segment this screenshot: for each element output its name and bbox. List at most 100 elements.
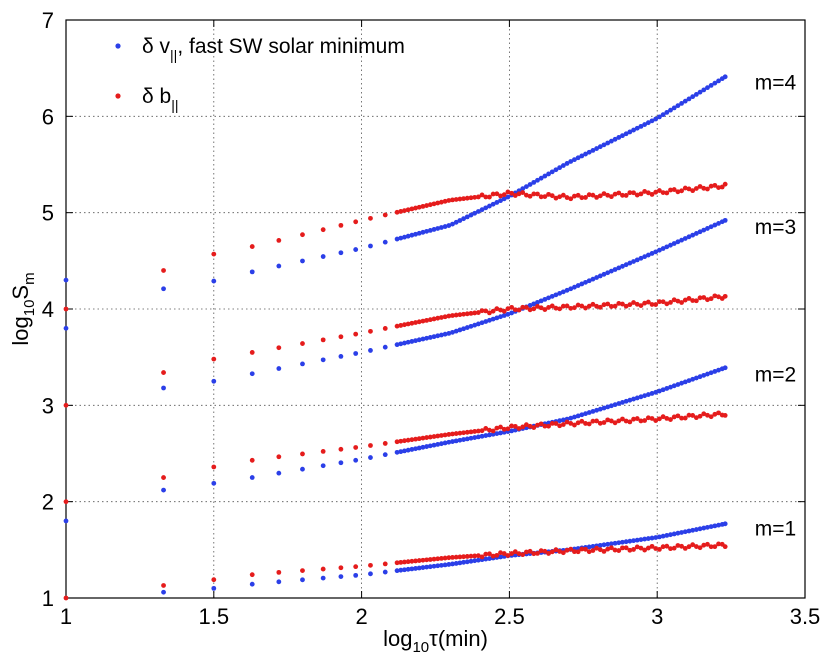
- data-point: [597, 406, 603, 412]
- data-point: [211, 464, 217, 470]
- data-point: [487, 310, 492, 316]
- data-point: [402, 208, 407, 213]
- data-point: [416, 337, 422, 343]
- data-point: [249, 371, 255, 377]
- data-point: [722, 521, 728, 527]
- data-point: [586, 303, 592, 309]
- data-point: [531, 306, 537, 312]
- data-point: [424, 203, 430, 208]
- data-point: [716, 294, 721, 300]
- data-point: [405, 447, 411, 453]
- data-point: [416, 230, 422, 236]
- data-point: [483, 308, 489, 314]
- data-point: [538, 298, 544, 304]
- data-point: [594, 303, 600, 309]
- data-point: [560, 289, 566, 295]
- data-point: [634, 192, 640, 198]
- data-point: [645, 252, 651, 258]
- data-point: [679, 380, 684, 386]
- data-point: [394, 323, 400, 329]
- data-point: [487, 556, 492, 561]
- data-point: [664, 415, 670, 421]
- data-point: [439, 562, 444, 568]
- data-point: [620, 400, 625, 405]
- data-point: [660, 246, 666, 251]
- data-point: [527, 193, 533, 199]
- data-point: [597, 542, 603, 548]
- data-point: [586, 421, 592, 427]
- data-point: [701, 87, 707, 93]
- data-point: [542, 296, 548, 302]
- data-point: [464, 554, 470, 559]
- data-point: [211, 577, 217, 583]
- data-point: [382, 344, 388, 350]
- data-point: [590, 543, 596, 549]
- data-point: [398, 209, 404, 214]
- data-point: [668, 300, 673, 305]
- data-point: [560, 422, 566, 427]
- data-point: [601, 142, 607, 148]
- data-point: [657, 188, 662, 193]
- data-point: [475, 553, 481, 559]
- data-point: [631, 547, 636, 552]
- data-point: [498, 424, 503, 430]
- data-point: [431, 434, 437, 439]
- data-point: [608, 541, 614, 547]
- data-point: [542, 307, 548, 312]
- data-point: [560, 550, 566, 556]
- data-point: [579, 412, 585, 418]
- data-point: [701, 227, 707, 233]
- data-point: [549, 293, 555, 299]
- data-point: [509, 310, 515, 316]
- data-point: [439, 225, 444, 230]
- data-point: [560, 417, 566, 423]
- data-point: [338, 250, 344, 256]
- data-point: [546, 295, 551, 301]
- data-point: [675, 298, 681, 304]
- data-point: [712, 182, 718, 188]
- data-point: [420, 336, 426, 342]
- data-point: [527, 302, 533, 308]
- data-point: [638, 303, 644, 309]
- data-point: [601, 548, 607, 554]
- data-point: [553, 167, 559, 173]
- data-point: [664, 543, 670, 549]
- data-point: [631, 416, 636, 422]
- data-point: [353, 457, 359, 463]
- data-point: [353, 219, 359, 225]
- data-point: [405, 233, 411, 239]
- data-point: [413, 558, 418, 564]
- data-point: [693, 231, 699, 236]
- data-point: [712, 411, 718, 417]
- data-point: [512, 427, 518, 433]
- data-point: [705, 371, 710, 377]
- data-point: [402, 438, 407, 444]
- data-point: [627, 538, 633, 544]
- data-point: [722, 365, 728, 371]
- data-point: [472, 322, 478, 328]
- data-point: [594, 146, 600, 151]
- data-point: [653, 189, 659, 195]
- data-point: [616, 300, 622, 306]
- data-point: [568, 546, 574, 552]
- data-point: [501, 196, 507, 202]
- data-point: [405, 559, 411, 565]
- data-point: [608, 418, 614, 424]
- data-point: [468, 553, 474, 559]
- data-point: [479, 308, 485, 314]
- data-point: [642, 189, 648, 194]
- data-point: [712, 80, 718, 86]
- data-point: [568, 305, 574, 311]
- data-point: [693, 186, 699, 191]
- data-point: [479, 192, 485, 198]
- data-point: [446, 562, 452, 567]
- data-point: [605, 541, 611, 547]
- data-point: [353, 572, 359, 578]
- data-point: [63, 499, 69, 505]
- data-point: [300, 451, 305, 457]
- data-point: [320, 463, 326, 469]
- data-point: [402, 559, 407, 565]
- data-point: [409, 566, 415, 572]
- data-point: [623, 398, 629, 404]
- data-point: [597, 144, 603, 150]
